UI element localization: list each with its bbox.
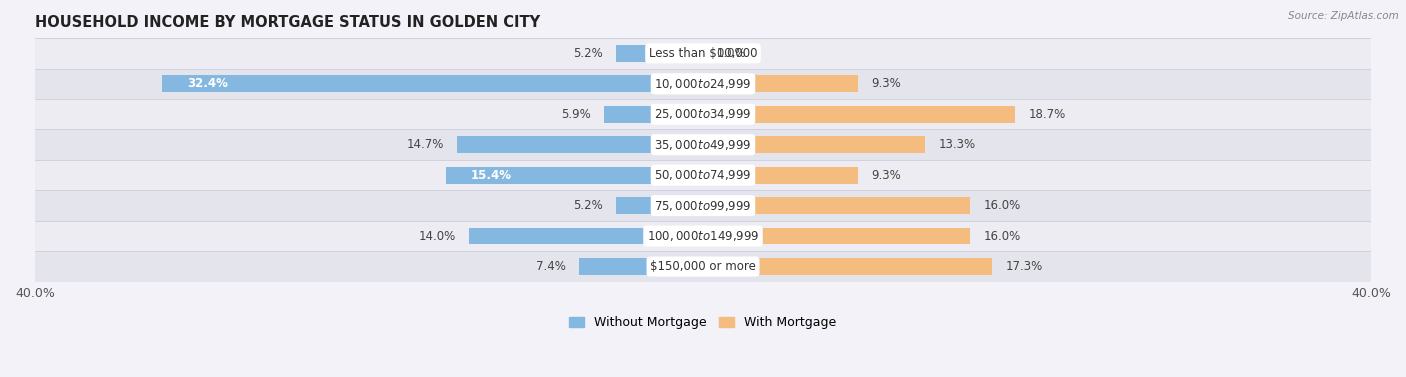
Text: 5.2%: 5.2% xyxy=(574,199,603,212)
Text: 14.7%: 14.7% xyxy=(406,138,444,151)
Text: 15.4%: 15.4% xyxy=(471,169,512,182)
Bar xyxy=(616,45,703,62)
Text: 14.0%: 14.0% xyxy=(419,230,456,242)
Text: 7.4%: 7.4% xyxy=(536,260,567,273)
Bar xyxy=(470,228,703,244)
Bar xyxy=(35,69,1371,99)
Bar xyxy=(703,258,993,275)
Text: 16.0%: 16.0% xyxy=(984,199,1021,212)
Text: 9.3%: 9.3% xyxy=(872,169,901,182)
Text: $10,000 to $24,999: $10,000 to $24,999 xyxy=(654,77,752,91)
Text: Source: ZipAtlas.com: Source: ZipAtlas.com xyxy=(1288,11,1399,21)
Text: $35,000 to $49,999: $35,000 to $49,999 xyxy=(654,138,752,152)
Bar xyxy=(35,190,1371,221)
Bar xyxy=(35,99,1371,129)
Bar xyxy=(162,75,703,92)
Bar xyxy=(616,197,703,214)
Text: $100,000 to $149,999: $100,000 to $149,999 xyxy=(647,229,759,243)
Text: $25,000 to $34,999: $25,000 to $34,999 xyxy=(654,107,752,121)
Bar xyxy=(579,258,703,275)
Bar xyxy=(35,251,1371,282)
Text: $50,000 to $74,999: $50,000 to $74,999 xyxy=(654,168,752,182)
Text: 9.3%: 9.3% xyxy=(872,77,901,90)
Bar xyxy=(703,136,925,153)
Text: Less than $10,000: Less than $10,000 xyxy=(648,47,758,60)
Bar xyxy=(703,75,858,92)
Text: 32.4%: 32.4% xyxy=(187,77,228,90)
Text: $75,000 to $99,999: $75,000 to $99,999 xyxy=(654,199,752,213)
Text: 0.0%: 0.0% xyxy=(717,47,747,60)
Text: 5.2%: 5.2% xyxy=(574,47,603,60)
Bar xyxy=(35,38,1371,69)
Text: 5.9%: 5.9% xyxy=(561,108,591,121)
Bar xyxy=(703,197,970,214)
Text: 17.3%: 17.3% xyxy=(1005,260,1042,273)
Text: $150,000 or more: $150,000 or more xyxy=(650,260,756,273)
Text: HOUSEHOLD INCOME BY MORTGAGE STATUS IN GOLDEN CITY: HOUSEHOLD INCOME BY MORTGAGE STATUS IN G… xyxy=(35,15,540,30)
Bar xyxy=(605,106,703,123)
Bar xyxy=(703,228,970,244)
Bar xyxy=(446,167,703,184)
Text: 13.3%: 13.3% xyxy=(938,138,976,151)
Text: 18.7%: 18.7% xyxy=(1029,108,1066,121)
Text: 16.0%: 16.0% xyxy=(984,230,1021,242)
Legend: Without Mortgage, With Mortgage: Without Mortgage, With Mortgage xyxy=(569,316,837,329)
Bar xyxy=(703,167,858,184)
Bar xyxy=(35,129,1371,160)
Bar xyxy=(457,136,703,153)
Bar xyxy=(703,106,1015,123)
Bar xyxy=(35,221,1371,251)
Bar xyxy=(35,160,1371,190)
